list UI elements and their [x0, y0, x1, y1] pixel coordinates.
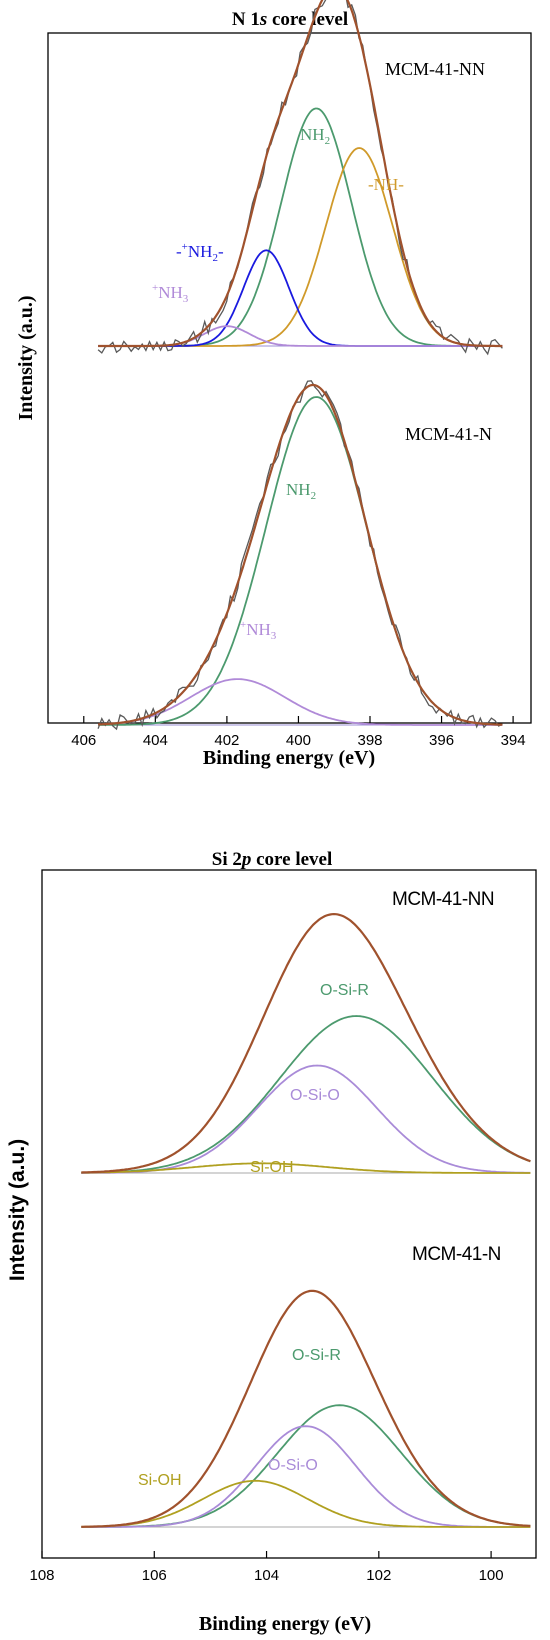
si2p-curves [81, 912, 531, 1528]
si2p-top-osir-label: O-Si-R [320, 982, 369, 999]
n1s-curves [97, 0, 503, 731]
x-tick-label: 404 [143, 732, 168, 749]
component-o-si-o-mcm-41-nn [81, 1064, 531, 1174]
si2p-y-axis-label: Intensity (a.u.) [6, 1139, 29, 1281]
n1s-top-nh3-label: +NH3 [152, 282, 189, 305]
n1s-title: N 1s core level [232, 9, 348, 30]
si2p-sample-label-bottom: MCM-41-N [412, 1244, 501, 1265]
envelope-mcm-41-n [81, 1289, 531, 1528]
envelope-mcm-41-nn [98, 0, 503, 348]
n1s-bottom-nh2-label: NH2 [286, 480, 316, 502]
x-tick-label: 104 [254, 1567, 279, 1584]
x-tick-label: 108 [29, 1567, 54, 1584]
component-o-si-o-mcm-41-n [81, 1425, 531, 1528]
component-nh3-mcm-41-n [98, 678, 503, 726]
n1s-top-protonated-nh2-label: -+NH2- [176, 241, 224, 264]
n1s-top-nh2-label: NH2 [300, 125, 330, 147]
x-tick-label: 396 [429, 732, 454, 749]
si2p-bottom-osir-label: O-Si-R [292, 1347, 341, 1364]
component-nh2-mcm-41-nn [98, 107, 503, 347]
si2p-panel: Si 2p core level 108 106 104 102 100 MCM-41-… [6, 849, 537, 1635]
si2p-bottom-osio-label: O-Si-O [268, 1457, 318, 1474]
x-tick-label: 402 [214, 732, 239, 749]
n1s-y-axis-label: Intensity (a.u.) [15, 295, 37, 420]
component-si-oh-mcm-41-nn [81, 1162, 531, 1174]
n1s-plot-frame [47, 32, 532, 724]
x-tick-label: 106 [142, 1567, 167, 1584]
n1s-top-nh-label: -NH- [368, 175, 404, 194]
component-si-oh-mcm-41-n [81, 1479, 531, 1528]
x-tick-label: 100 [479, 1567, 504, 1584]
n1s-x-axis-label: Binding energy (eV) [203, 747, 375, 769]
si2p-sample-label-top: MCM-41-NN [392, 889, 494, 910]
component-o-si-r-mcm-41-nn [81, 1015, 531, 1174]
si2p-x-axis-label: Binding energy (eV) [199, 1613, 371, 1635]
si2p-x-ticks: 108 106 104 102 100 [29, 1551, 504, 1584]
si2p-plot-frame [41, 869, 537, 1559]
x-tick-label: 400 [286, 732, 311, 749]
n1s-sample-label-bottom: MCM-41-N [405, 424, 492, 444]
si2p-bottom-sioh-label: Si-OH [138, 1472, 182, 1489]
x-tick-label: 102 [366, 1567, 391, 1584]
si2p-title: Si 2p core level [212, 849, 333, 870]
n1s-panel: N 1s core level 406 404 402 400 398 396 394 MC… [15, 0, 532, 769]
envelope-mcm-41-n [98, 383, 503, 726]
x-tick-label: 398 [357, 732, 382, 749]
x-tick-label: 394 [501, 732, 526, 749]
n1s-bottom-nh3-label: +NH3 [240, 619, 277, 642]
n1s-sample-label-top: MCM-41-NN [385, 59, 485, 79]
si2p-top-osio-label: O-Si-O [290, 1087, 340, 1104]
si2p-top-sioh-label: Si-OH [250, 1159, 294, 1176]
component-nh2-mcm-41-n [98, 396, 503, 726]
n1s-x-ticks: 406 404 402 400 398 396 394 [71, 716, 526, 749]
x-tick-label: 406 [71, 732, 96, 749]
envelope-mcm-41-nn [81, 912, 531, 1174]
